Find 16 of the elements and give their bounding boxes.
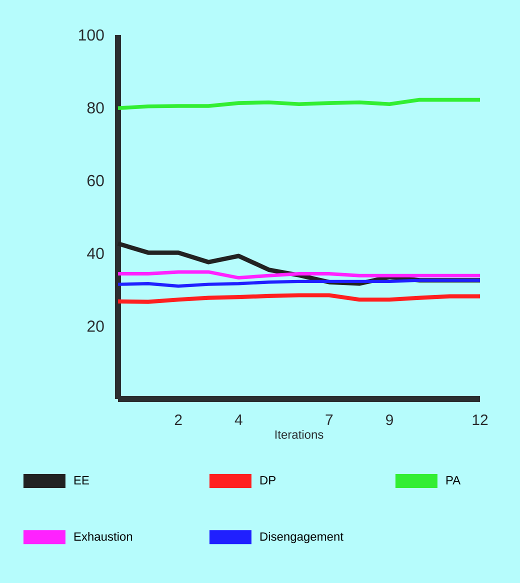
legend-label: PA (446, 476, 461, 484)
x-axis-title: Iterations (275, 430, 324, 439)
x-tick-label: 9 (386, 414, 393, 426)
y-tick-label: 20 (87, 320, 104, 332)
x-tick-label: 12 (472, 414, 488, 426)
y-tick-label: 40 (87, 248, 104, 260)
y-tick-label: 100 (78, 29, 104, 41)
x-tick-label: 2 (174, 414, 182, 426)
y-tick-label: 80 (87, 102, 104, 114)
x-tick-label: 4 (234, 414, 242, 425)
y-tick-label: 60 (87, 174, 104, 186)
legend-label: Exhaustion (74, 532, 132, 541)
legend-label: EE (74, 476, 89, 484)
legend-label: DP (260, 476, 276, 484)
legend-label: Disengagement (260, 532, 344, 544)
x-tick-label: 7 (326, 414, 333, 425)
